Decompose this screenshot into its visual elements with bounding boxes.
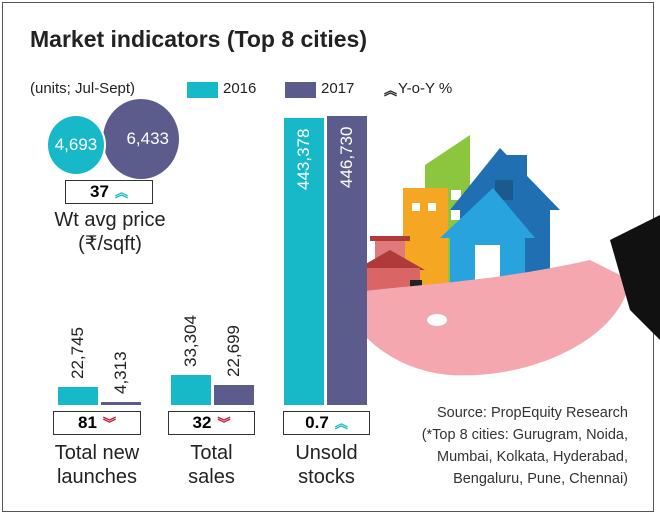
- chevron-down-icon: ︾: [217, 415, 231, 431]
- group-label-line2: launches: [56, 466, 138, 488]
- group-label-line2: stocks: [298, 466, 355, 488]
- price-2017-value: 6,433: [126, 129, 169, 148]
- source-line: Bengaluru, Pune, Chennai): [453, 471, 628, 487]
- yoy-value: 81: [78, 413, 97, 432]
- chevron-up-icon: ︽: [384, 83, 398, 98]
- bar-label-2017: 22,699: [224, 324, 243, 377]
- bar-label-2017: 4,313: [111, 351, 130, 394]
- price-circle-2017: 6,433: [103, 99, 179, 179]
- group-label-line1: Total new: [54, 442, 140, 464]
- price-label: Wt avg price (₹/sqft): [40, 208, 180, 256]
- yoy-box: 32 ︾: [168, 411, 255, 435]
- bar-0-2016: [58, 387, 98, 405]
- group-label: Total sales: [148, 441, 275, 489]
- source-line: (*Top 8 cities: Gurugram, Noida,: [421, 427, 628, 443]
- price-label-line2: (₹/sqft): [78, 233, 142, 255]
- group-label-line1: Total: [190, 442, 233, 464]
- group-label-line2: sales: [188, 466, 235, 488]
- yoy-value: 32: [192, 413, 212, 432]
- chevron-up-icon: ︽: [334, 415, 348, 431]
- price-label-line1: Wt avg price: [54, 209, 166, 231]
- legend-label-2017: 2017: [321, 80, 355, 97]
- bar-2-2016: [284, 118, 324, 405]
- source-line: Source: PropEquity Research: [436, 405, 628, 421]
- bar-1-2017: [214, 384, 254, 405]
- price-yoy-box: 37 ︽: [65, 180, 153, 204]
- bar-label-2016: 443,378: [294, 128, 313, 191]
- group-label: Total new launches: [33, 441, 161, 489]
- group-label-line1: Unsold: [295, 442, 358, 464]
- chevron-down-icon: ︾: [102, 415, 116, 431]
- legend-swatch-2017: [285, 82, 316, 98]
- bar-2-2017: [327, 116, 367, 405]
- bar-label-2017: 446,730: [337, 126, 356, 188]
- chevron-up-icon: ︽: [114, 184, 128, 200]
- chart-title: Market indicators (Top 8 cities): [30, 26, 367, 52]
- price-yoy-value: 37: [90, 182, 109, 201]
- house-in-hand-illustration: [340, 135, 660, 376]
- source-note: Source: PropEquity Research (*Top 8 citi…: [422, 402, 628, 490]
- source-line: Mumbai, Kolkata, Hyderabad,: [436, 449, 628, 465]
- bar-label-2016: 33,304: [181, 315, 200, 367]
- bar-label-2016: 22,745: [68, 327, 87, 379]
- yoy-box: 81 ︾: [53, 411, 141, 435]
- yoy-box: 0.7 ︽: [283, 411, 370, 435]
- yoy-value: 0.7: [305, 413, 329, 432]
- legend-label-yoy: Y-o-Y %: [398, 80, 453, 97]
- legend-label-2016: 2016: [223, 80, 257, 97]
- price-2016-value: 4,693: [54, 135, 98, 154]
- bar-1-2016: [171, 375, 211, 405]
- group-label: Unsold stocks: [263, 441, 390, 489]
- price-circle-2016: 4,693: [46, 114, 106, 176]
- bar-0-2017: [101, 401, 141, 405]
- chart-subtitle: (units; Jul-Sept): [30, 80, 136, 97]
- legend-swatch-2016: [187, 82, 218, 98]
